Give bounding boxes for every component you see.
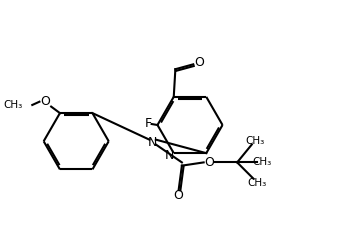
Text: F: F — [145, 117, 152, 130]
Text: O: O — [40, 95, 50, 108]
Text: O: O — [174, 190, 184, 202]
Text: O: O — [205, 156, 215, 169]
Text: CH₃: CH₃ — [248, 178, 267, 188]
Text: O: O — [194, 56, 204, 69]
Text: CH₃: CH₃ — [245, 136, 265, 146]
Text: CH₃: CH₃ — [3, 100, 23, 110]
Text: N: N — [148, 136, 157, 149]
Text: N: N — [165, 149, 175, 162]
Text: CH₃: CH₃ — [252, 158, 271, 168]
